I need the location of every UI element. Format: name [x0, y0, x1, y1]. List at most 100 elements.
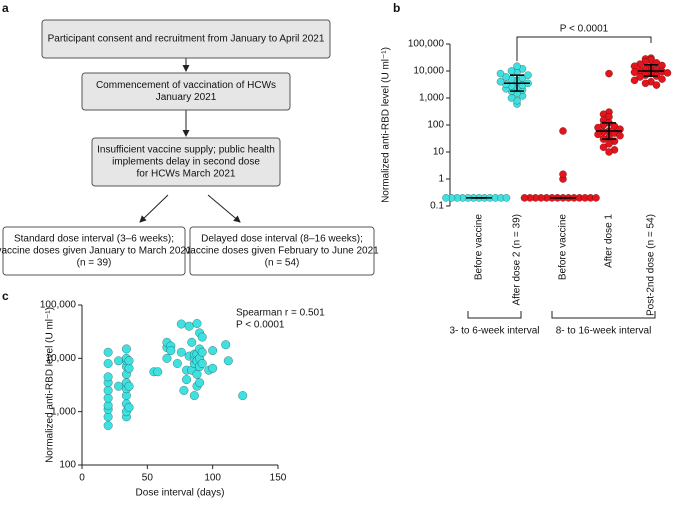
y-tick-label: 1,000 — [51, 406, 76, 417]
data-point — [592, 194, 600, 202]
data-point — [114, 356, 124, 366]
data-point — [103, 372, 113, 382]
data-point — [663, 69, 672, 77]
group-bracket — [467, 311, 522, 319]
data-point — [605, 140, 613, 148]
group-label: 8- to 16-week interval — [556, 326, 652, 337]
flow-box — [189, 226, 375, 276]
flow-box — [41, 19, 331, 59]
data-point — [179, 385, 189, 395]
data-point — [208, 345, 218, 356]
data-point — [496, 77, 505, 86]
group-label: 3- to 6-week interval — [449, 326, 539, 337]
data-point — [103, 385, 113, 395]
data-point — [605, 148, 613, 156]
flow-box — [91, 137, 281, 187]
x-tick-label: Before vaccine — [474, 214, 485, 281]
data-point — [442, 194, 450, 202]
data-point — [652, 81, 661, 89]
flow-text: vaccine doses given January to March 202… — [0, 246, 192, 257]
data-point — [641, 79, 650, 88]
data-point — [559, 170, 567, 179]
data-point — [636, 73, 644, 81]
y-tick-label: 10,000 — [45, 353, 76, 364]
group-bracket — [551, 311, 656, 319]
data-point — [520, 194, 529, 202]
data-point — [192, 318, 202, 329]
data-point — [124, 356, 134, 366]
flow-text: Insufficient vaccine supply; public heal… — [97, 145, 275, 156]
flow-text: vaccine doses given February to June 202… — [185, 246, 379, 257]
data-point — [153, 367, 163, 377]
x-tick-label: Before vaccine — [558, 214, 569, 281]
x-tick-label: After dose 1 — [604, 214, 615, 268]
data-point — [197, 347, 207, 357]
data-point — [192, 369, 202, 379]
data-point — [189, 391, 199, 401]
flow-text: Commencement of vaccination of HCWs — [96, 80, 276, 91]
y-tick-label: 0.1 — [430, 201, 444, 212]
data-point — [176, 347, 186, 357]
significance-bracket — [516, 36, 652, 62]
x-tick-label: Post-2nd dose (n = 54) — [646, 214, 657, 316]
data-point — [103, 420, 113, 431]
data-point — [221, 340, 231, 350]
x-tick-label: 100 — [204, 473, 221, 484]
y-tick-label: 10,000 — [413, 66, 444, 77]
data-point — [524, 71, 532, 80]
data-point — [166, 345, 176, 356]
flow-box — [81, 72, 291, 111]
data-point — [502, 73, 510, 81]
y-tick-label: 100,000 — [408, 39, 445, 50]
data-point — [630, 76, 639, 85]
y-tick-label: 1,000 — [419, 93, 444, 104]
data-point — [496, 69, 505, 78]
flow-text: Standard dose interval (3–6 weeks); — [14, 234, 174, 245]
data-point — [114, 381, 124, 391]
data-point — [124, 402, 134, 412]
x-tick-label: 50 — [142, 473, 154, 484]
y-tick-label: 100 — [427, 120, 444, 131]
data-point — [184, 321, 194, 331]
data-point — [630, 68, 639, 77]
data-point — [658, 75, 666, 83]
data-point — [176, 319, 186, 329]
y-tick-label: 10 — [433, 147, 445, 158]
flow-text: Participant consent and recruitment from… — [48, 34, 325, 45]
data-point — [197, 332, 207, 342]
data-point — [513, 62, 521, 71]
annotation: P < 0.0001 — [236, 320, 285, 331]
panel-label: c — [2, 289, 9, 303]
data-point — [559, 127, 567, 135]
data-point — [195, 378, 205, 388]
annotation: Spearman r = 0.501 — [236, 308, 325, 319]
flow-text: January 2021 — [156, 92, 217, 103]
data-point — [605, 69, 613, 78]
data-point — [103, 358, 113, 369]
data-point — [181, 375, 192, 385]
flow-text: Delayed dose interval (8–16 weeks); — [201, 234, 363, 245]
data-point — [103, 393, 113, 403]
data-point — [162, 353, 172, 363]
x-tick-label: After dose 2 (n = 39) — [512, 214, 523, 305]
flow-text: implements delay in second dose — [112, 157, 260, 168]
panel-label: b — [393, 1, 400, 15]
y-tick-label: 1 — [438, 174, 444, 185]
x-tick-label: 0 — [79, 473, 85, 484]
flow-text: for HCWs March 2021 — [137, 169, 236, 180]
y-tick-label: 100,000 — [40, 300, 77, 311]
data-point — [502, 194, 511, 202]
data-point — [599, 143, 608, 152]
x-tick-label: 150 — [270, 473, 287, 484]
data-point — [103, 347, 113, 357]
x-axis-title: Dose interval (days) — [136, 488, 225, 499]
flow-text: (n = 39) — [77, 258, 112, 269]
data-point — [121, 344, 131, 354]
data-point — [223, 356, 233, 366]
y-axis-title: Normalized anti-RBD level (U ml⁻¹) — [45, 307, 56, 463]
flowchart-arrows — [139, 58, 241, 223]
data-point — [238, 391, 248, 401]
flow-box — [2, 226, 186, 276]
panel-label: a — [2, 1, 9, 15]
